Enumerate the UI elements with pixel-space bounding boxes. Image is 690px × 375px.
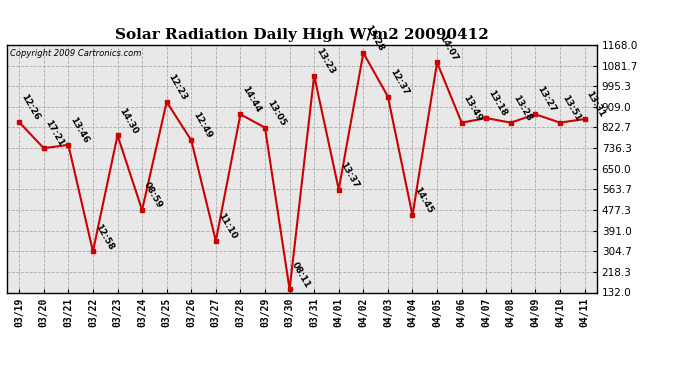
Text: 17:21: 17:21 <box>43 119 66 148</box>
Text: 12:49: 12:49 <box>191 111 213 140</box>
Text: Copyright 2009 Cartronics.com: Copyright 2009 Cartronics.com <box>10 49 141 58</box>
Text: 08:11: 08:11 <box>290 260 312 290</box>
Text: 13:27: 13:27 <box>535 85 558 114</box>
Text: 14:07: 14:07 <box>437 33 460 63</box>
Text: 12:37: 12:37 <box>388 67 410 97</box>
Text: 12:26: 12:26 <box>19 93 41 122</box>
Text: 13:51: 13:51 <box>560 93 582 123</box>
Text: 13:31: 13:31 <box>584 90 607 119</box>
Text: 13:28: 13:28 <box>511 93 533 123</box>
Text: 14:30: 14:30 <box>117 106 139 135</box>
Text: 14:44: 14:44 <box>240 85 263 114</box>
Text: 13:28: 13:28 <box>364 24 386 53</box>
Text: 08:59: 08:59 <box>142 181 164 210</box>
Text: 13:05: 13:05 <box>265 99 287 128</box>
Title: Solar Radiation Daily High W/m2 20090412: Solar Radiation Daily High W/m2 20090412 <box>115 28 489 42</box>
Text: 14:45: 14:45 <box>413 186 435 215</box>
Text: 12:58: 12:58 <box>93 222 115 251</box>
Text: 12:23: 12:23 <box>167 73 189 102</box>
Text: 13:23: 13:23 <box>314 46 336 76</box>
Text: 11:10: 11:10 <box>216 212 238 241</box>
Text: 13:37: 13:37 <box>339 160 361 189</box>
Text: 13:46: 13:46 <box>68 116 90 145</box>
Text: 13:18: 13:18 <box>486 89 509 118</box>
Text: 13:49: 13:49 <box>462 93 484 123</box>
